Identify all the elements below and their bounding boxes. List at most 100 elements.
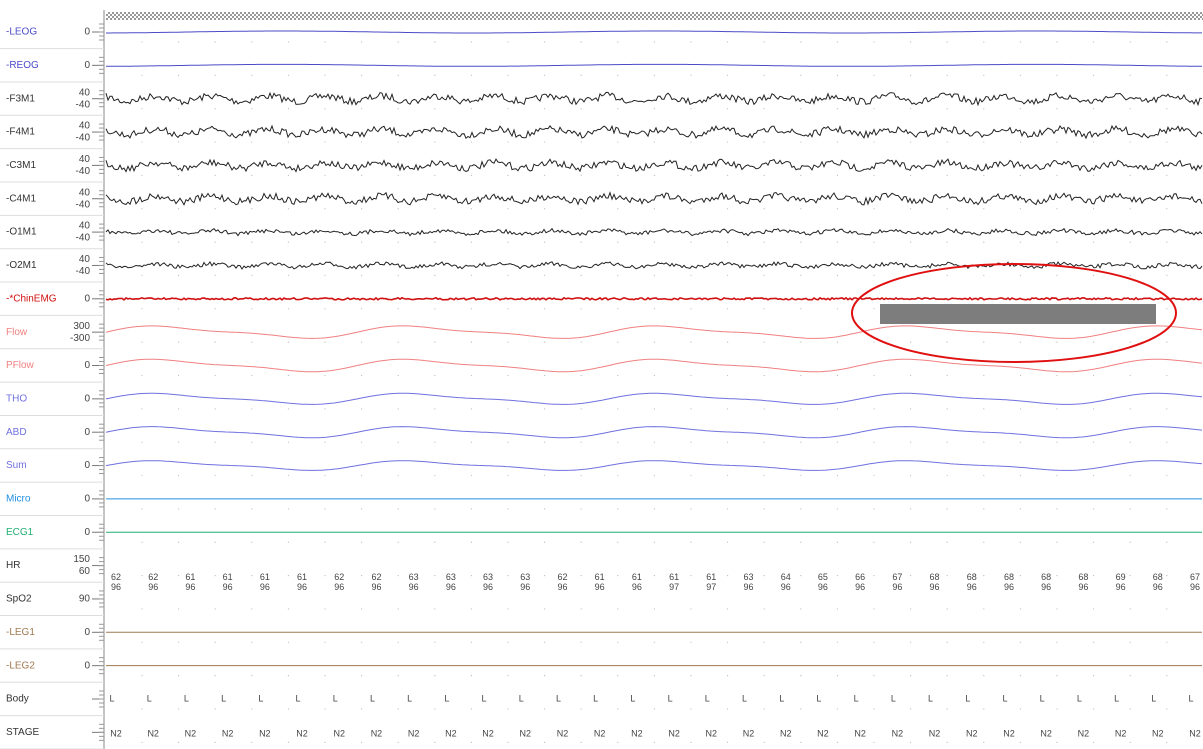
grid-dot: [324, 41, 326, 43]
grid-dot: [727, 174, 729, 176]
grid-dot: [873, 474, 875, 477]
grid-dot: [361, 108, 363, 110]
grid-dot: [1166, 708, 1168, 710]
sleep-stage: N2: [1003, 729, 1015, 739]
grid-dot: [983, 675, 985, 677]
grid-dot: [324, 641, 326, 643]
grid-dot: [1056, 741, 1058, 743]
body-position: L: [816, 693, 821, 703]
grid-dot: [653, 508, 656, 510]
grid-dot: [653, 575, 656, 577]
grid-dot: [653, 741, 656, 743]
grid-dot: [287, 708, 289, 710]
scale-label: 0: [84, 360, 90, 371]
grid-dot: [397, 408, 399, 410]
grid-dot: [653, 274, 656, 277]
trace: [105, 91, 1203, 107]
grid-dot: [361, 541, 363, 543]
grid-dot: [873, 408, 875, 410]
grid-dot: [507, 141, 509, 143]
trace: [106, 30, 1202, 34]
grid-dot: [214, 108, 216, 110]
grid-dot: [910, 708, 912, 710]
grid-dot: [763, 108, 765, 110]
grid-dot: [324, 341, 326, 343]
grid-dot: [727, 108, 729, 110]
grid-dot: [287, 541, 289, 543]
sleep-stage: N2: [780, 729, 792, 739]
grid-dot: [910, 508, 912, 510]
scale-label: 90: [79, 594, 91, 605]
grid-dot: [141, 541, 143, 543]
grid-dot: [361, 74, 363, 76]
hr-value: 62: [557, 572, 567, 582]
grid-dot: [836, 41, 839, 43]
grid-dot: [653, 174, 656, 176]
channel-label: -O2M1: [6, 260, 37, 271]
sleep-stage: N2: [1115, 729, 1127, 739]
grid-dot: [1129, 441, 1131, 443]
grid-dot: [836, 474, 839, 477]
grid-dot: [1129, 108, 1131, 110]
grid-dot: [361, 675, 363, 677]
grid-dot: [727, 408, 729, 410]
grid-dot: [580, 741, 582, 743]
grid-dot: [1019, 541, 1022, 543]
grid-dot: [1093, 708, 1095, 710]
grid-dot: [434, 274, 436, 277]
grid-dot: [251, 208, 253, 210]
grid-dot: [361, 575, 363, 577]
grid-dot: [983, 408, 985, 410]
spo2-value: 96: [1041, 582, 1051, 592]
grid-dot: [287, 108, 289, 110]
grid-dot: [434, 341, 436, 343]
spo2-value: 96: [371, 582, 381, 592]
spo2-value: 97: [706, 582, 716, 592]
spo2-value: 96: [1116, 582, 1126, 592]
grid-dot: [690, 208, 692, 210]
grid-dot: [1129, 675, 1131, 677]
grid-dot: [1019, 274, 1022, 277]
body-position: L: [854, 693, 859, 703]
grid-dot: [544, 441, 546, 443]
grid-dot: [983, 274, 985, 277]
grid-dot: [580, 41, 582, 43]
grid-dot: [214, 374, 216, 377]
grid-dot: [324, 408, 326, 410]
grid-dot: [617, 41, 619, 43]
grid-dot: [800, 708, 802, 710]
spo2-value: 96: [446, 582, 456, 592]
grid-dot: [361, 308, 363, 310]
grid-dot: [361, 374, 363, 377]
grid-dot: [251, 374, 253, 377]
grid-dot: [580, 508, 582, 510]
grid-dot: [507, 274, 509, 277]
grid-dot: [800, 675, 802, 677]
grid-dot: [763, 575, 765, 577]
spo2-value: 96: [781, 582, 791, 592]
hr-value: 61: [223, 572, 233, 582]
grid-dot: [434, 575, 436, 577]
grid-dot: [178, 708, 180, 710]
grid-dot: [1056, 74, 1058, 76]
grid-dot: [836, 541, 839, 543]
scale-label: 0: [84, 494, 90, 505]
grid-dot: [141, 575, 143, 577]
hr-value: 61: [595, 572, 605, 582]
grid-dot: [910, 641, 912, 643]
grid-dot: [763, 675, 765, 677]
grid-dot: [397, 608, 399, 610]
grid-dot: [727, 608, 729, 610]
grid-dot: [763, 641, 765, 643]
scale-label: 40: [79, 187, 91, 198]
sleep-stage: N2: [854, 729, 866, 739]
grid-dot: [910, 474, 912, 477]
grid-dot: [470, 74, 472, 76]
grid-dot: [1166, 174, 1168, 176]
grid-dot: [434, 41, 436, 43]
grid-dot: [580, 708, 582, 710]
grid-dot: [580, 441, 582, 443]
grid-dot: [983, 208, 985, 210]
grid-dot: [287, 341, 289, 343]
